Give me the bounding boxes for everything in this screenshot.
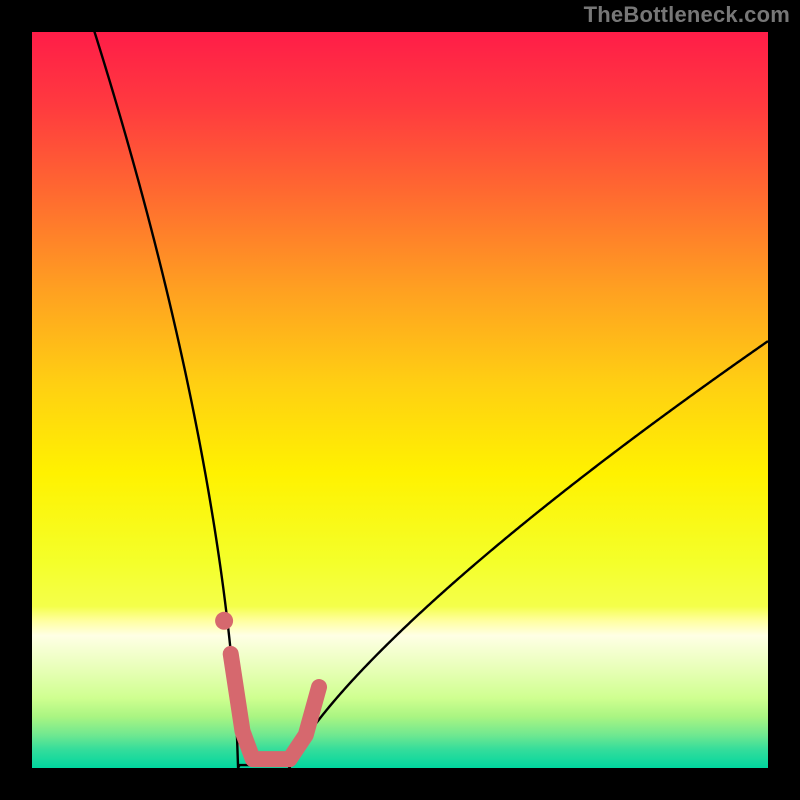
sweet-spot-dot	[215, 612, 233, 630]
heat-gradient-background	[32, 32, 768, 768]
bottleneck-chart	[0, 0, 800, 800]
watermark-text: TheBottleneck.com	[584, 2, 790, 28]
chart-frame: TheBottleneck.com	[0, 0, 800, 800]
